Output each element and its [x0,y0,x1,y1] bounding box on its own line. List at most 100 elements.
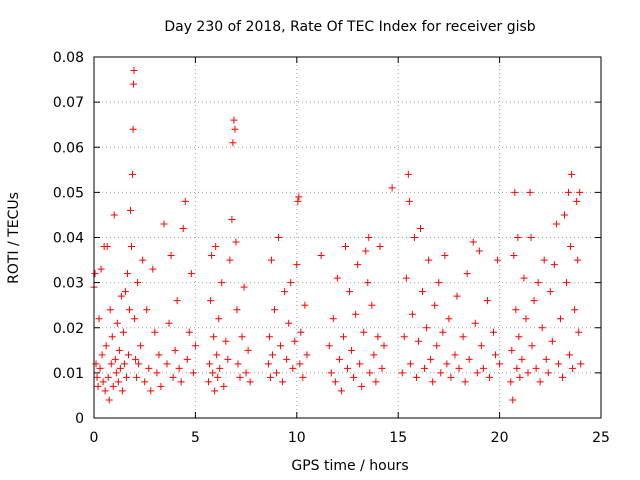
data-point [116,364,124,372]
data-point [171,346,179,354]
data-point [153,369,161,377]
data-point [123,270,131,278]
data-point [103,243,111,251]
data-point [534,279,542,287]
data-point [267,256,275,264]
data-point [507,378,515,386]
data-point [133,373,141,381]
data-point [108,333,116,341]
data-point [479,364,487,372]
data-point [556,315,564,323]
data-point [101,387,109,395]
data-point [111,355,119,363]
data-point [303,351,311,359]
data-point [365,234,373,241]
data-point [443,360,451,368]
data-point [299,373,307,381]
data-point [542,355,550,363]
data-point [485,373,493,381]
data-point [492,351,500,359]
data-point [414,337,422,345]
data-point [191,342,199,350]
data-point [293,261,301,269]
data-point [400,333,408,341]
data-point [337,387,345,395]
data-point [273,369,281,377]
data-point [516,373,524,381]
data-point [99,378,107,386]
data-point [206,360,214,368]
x-tick-label: 5 [191,430,200,446]
data-point [155,351,163,359]
data-point [185,328,193,336]
data-point [496,360,504,368]
data-point [220,382,228,390]
data-point [398,369,406,377]
y-tick-label: 0.02 [53,321,84,337]
data-point [130,67,138,75]
data-point [552,220,560,228]
data-point [508,346,516,354]
data-point [228,215,236,223]
data-point [439,328,447,336]
data-point [147,387,155,395]
data-point [169,373,177,381]
data-point [110,211,118,219]
data-point [406,360,414,368]
data-point [177,378,185,386]
data-point [558,373,566,381]
y-tick-label: 0.03 [53,276,84,292]
data-point [301,301,309,309]
data-point [175,364,183,372]
data-point [141,378,149,386]
data-point [131,315,139,323]
data-point [91,270,99,278]
data-point [134,279,142,287]
y-tick-label: 0 [75,411,84,427]
data-point [120,360,128,368]
data-point [528,342,536,350]
data-point [246,378,254,386]
data-point [352,310,360,318]
data-point [445,315,453,323]
data-point [520,274,528,282]
data-point [93,373,101,381]
data-point [573,197,581,205]
data-point [425,256,433,264]
data-point [210,333,218,341]
data-point [163,360,171,368]
data-point [463,270,471,278]
data-point [477,342,485,350]
data-point [295,193,303,201]
data-point [109,382,117,390]
data-point [514,234,522,241]
data-point [364,279,372,287]
data-point [208,252,216,260]
data-point [114,378,122,386]
data-point [118,387,126,395]
data-point [270,306,278,314]
data-point [213,351,221,359]
data-point [429,378,437,386]
data-point [231,125,239,133]
data-point [370,351,378,359]
y-tick-label: 0.04 [53,231,84,247]
data-point [224,355,232,363]
data-point [358,382,366,390]
data-point [265,333,273,341]
chart-title: Day 230 of 2018, Rate Of TEC Index for r… [164,19,535,35]
data-point [548,337,556,345]
x-tick-label: 10 [288,430,306,446]
data-point [264,360,272,368]
data-point [532,364,540,372]
data-point [408,310,416,318]
data-point [417,224,425,232]
data-point [565,188,573,196]
data-point [106,306,114,314]
data-point [380,342,388,350]
data-point [427,355,435,363]
data-point [483,297,491,305]
data-point [509,396,517,404]
data-point [102,342,110,350]
